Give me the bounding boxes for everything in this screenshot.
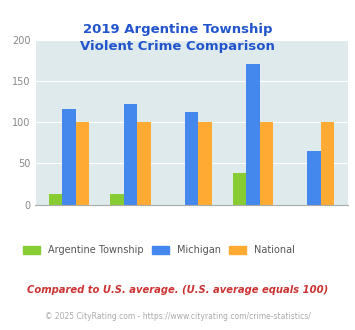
Bar: [137, 122, 151, 205]
Bar: [62, 109, 76, 205]
Bar: [233, 173, 246, 205]
Legend: Argentine Township, Michigan, National: Argentine Township, Michigan, National: [19, 241, 299, 259]
Bar: [246, 64, 260, 205]
Bar: [110, 194, 124, 205]
Bar: [185, 112, 198, 205]
Text: Compared to U.S. average. (U.S. average equals 100): Compared to U.S. average. (U.S. average …: [27, 285, 328, 295]
Bar: [49, 194, 62, 205]
Bar: [76, 122, 89, 205]
Text: 2019 Argentine Township
Violent Crime Comparison: 2019 Argentine Township Violent Crime Co…: [80, 23, 275, 53]
Bar: [321, 122, 334, 205]
Bar: [124, 104, 137, 205]
Text: © 2025 CityRating.com - https://www.cityrating.com/crime-statistics/: © 2025 CityRating.com - https://www.city…: [45, 312, 310, 321]
Bar: [198, 122, 212, 205]
Bar: [307, 151, 321, 205]
Bar: [260, 122, 273, 205]
